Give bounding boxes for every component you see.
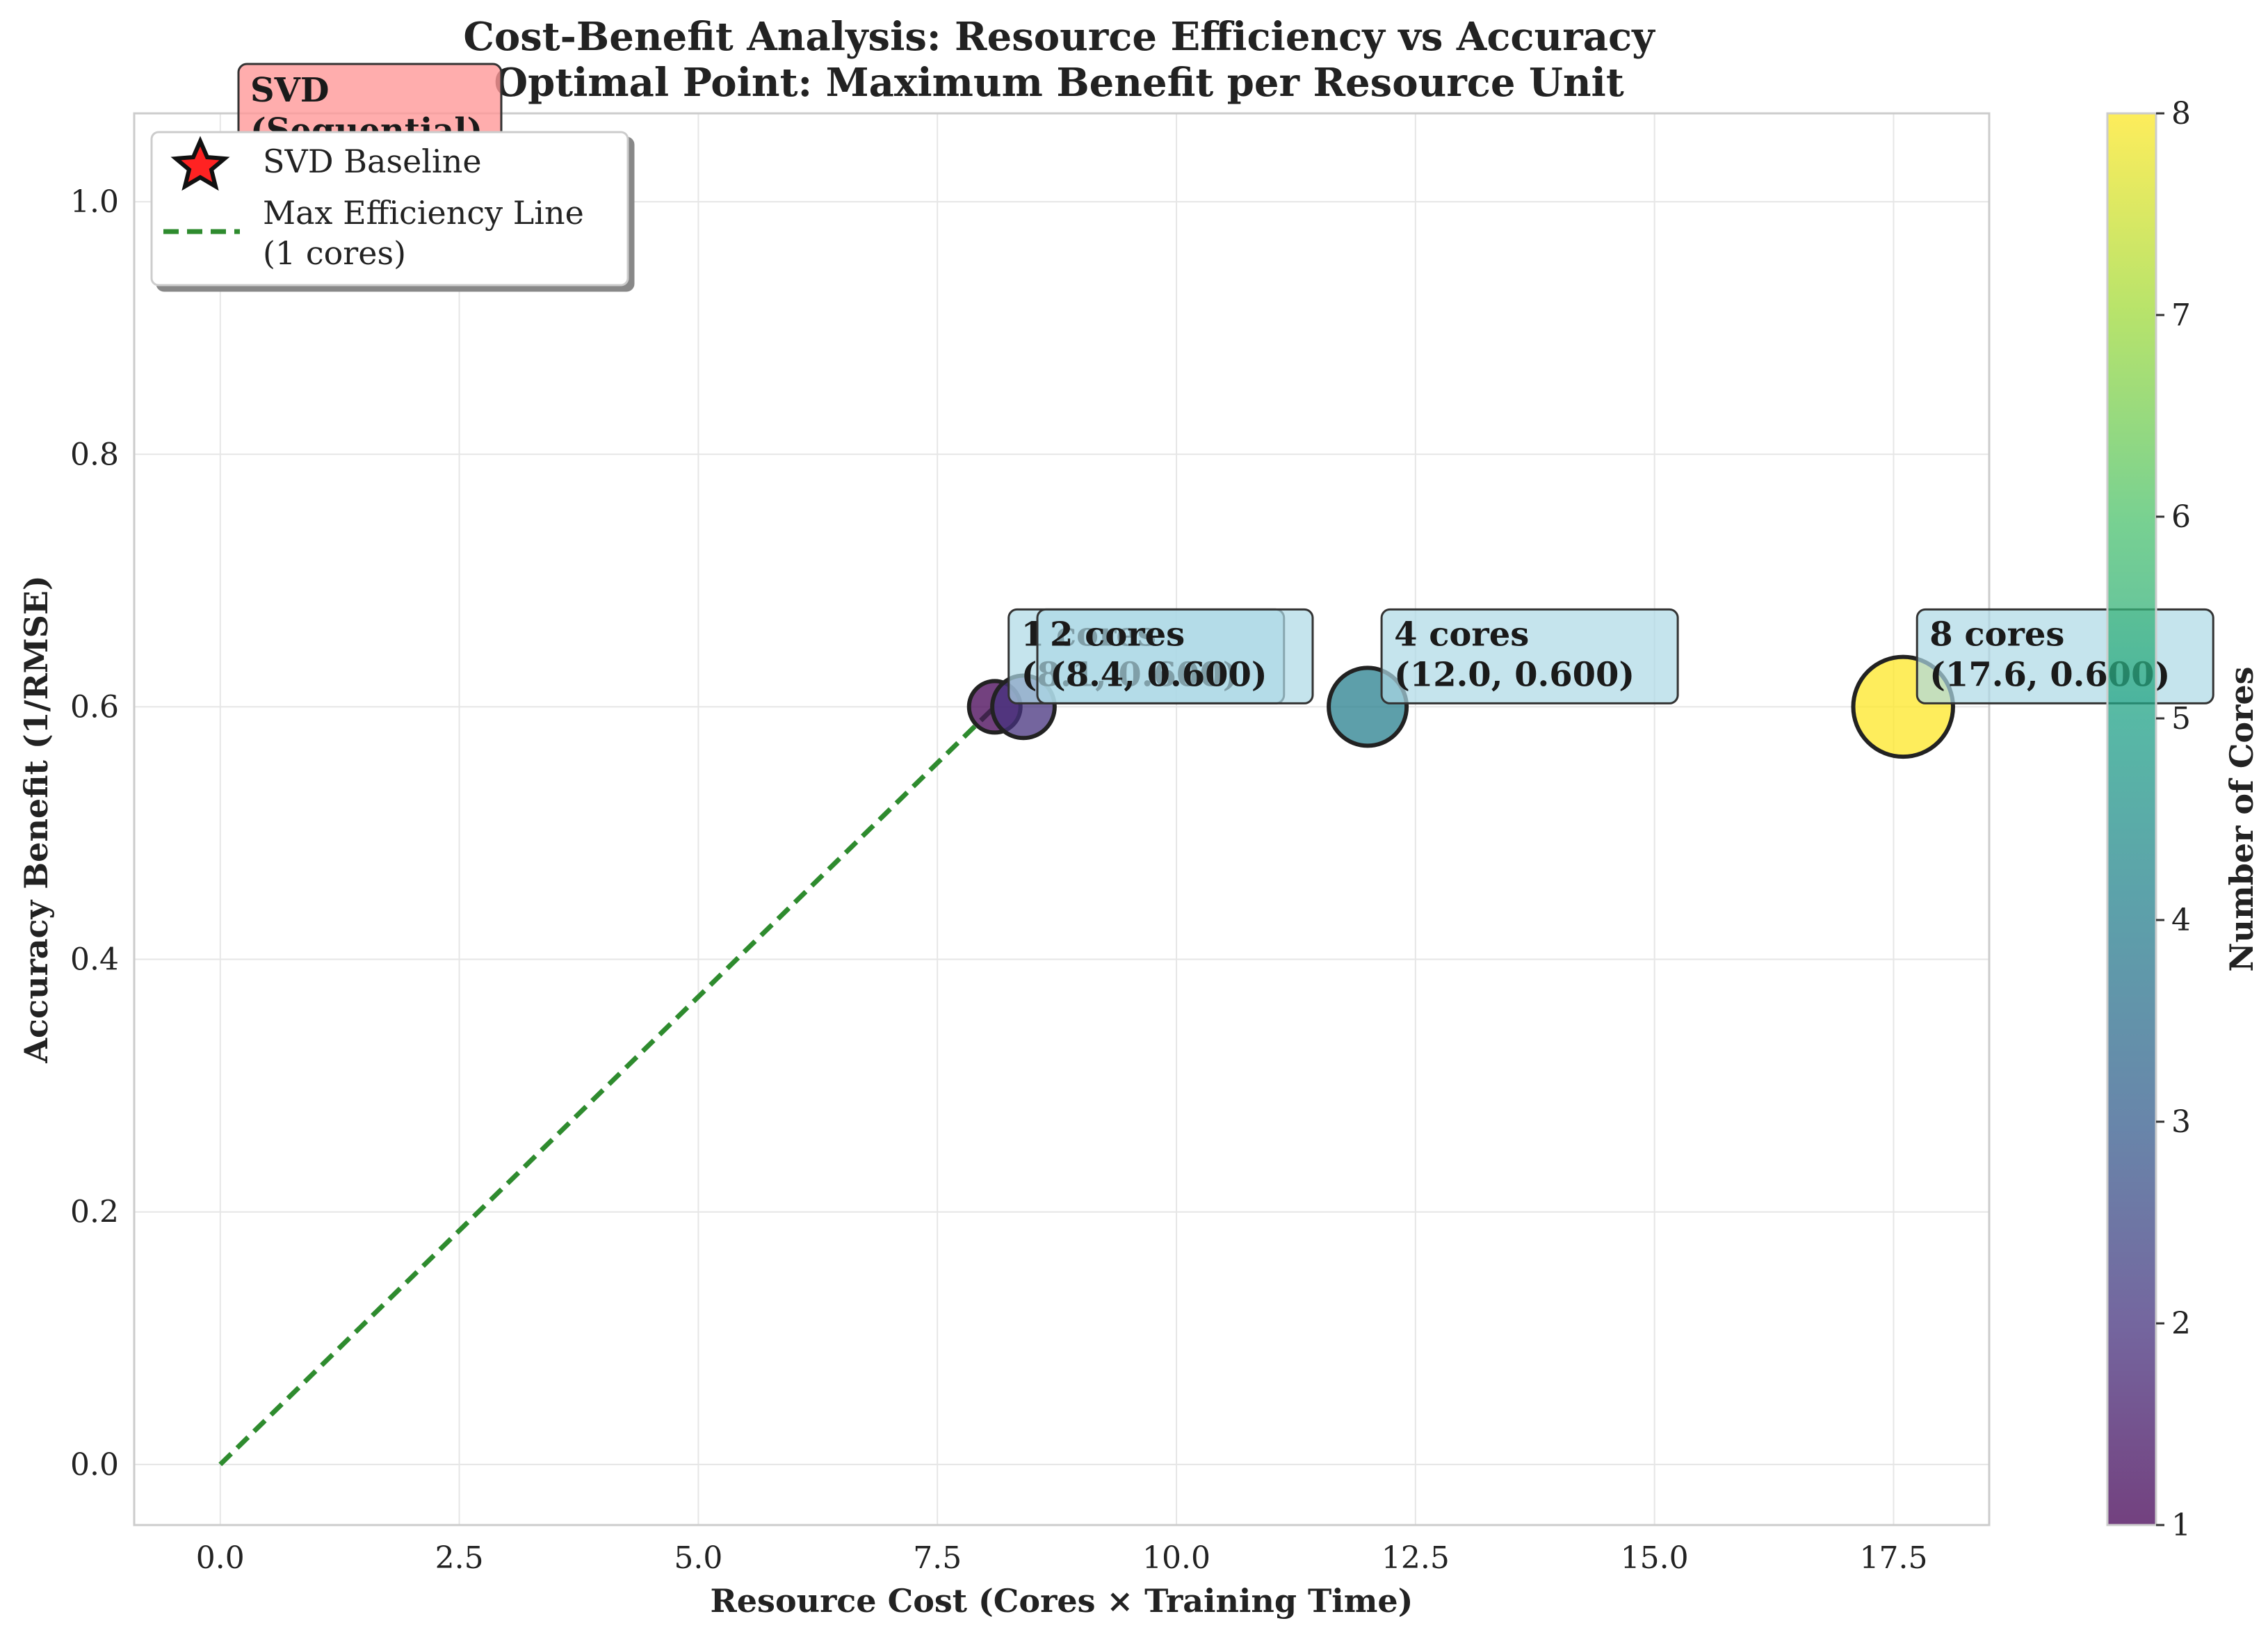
colorbar-gradient xyxy=(2106,112,2157,1526)
point-annotation-coords: (12.0, 0.600) xyxy=(1394,655,1635,694)
colorbar-tick-label: 7 xyxy=(2171,298,2191,333)
x-tick-label: 17.5 xyxy=(1859,1540,1927,1576)
legend-efficiency-label-line2: (1 cores) xyxy=(263,234,406,272)
legend: SVD Baseline Max Efficiency Line (1 core… xyxy=(150,131,629,287)
colorbar-tick-label: 1 xyxy=(2171,1508,2191,1543)
baseline-annotation-line1: SVD xyxy=(250,71,330,110)
point-annotation-label: 2 cores xyxy=(1050,615,1185,654)
x-tick-label: 7.5 xyxy=(913,1540,962,1576)
colorbar-tick-label: 8 xyxy=(2171,96,2191,131)
plot-background xyxy=(134,113,1989,1525)
colorbar-label: Number of Cores xyxy=(2223,666,2260,971)
point-annotation-box xyxy=(1380,608,1679,704)
legend-baseline-label: SVD Baseline xyxy=(263,143,482,180)
point-annotation-label: 4 cores xyxy=(1394,615,1529,654)
x-tick-label: 10.0 xyxy=(1142,1540,1210,1576)
point-annotation-box xyxy=(1036,608,1314,704)
x-axis-label: Resource Cost (Cores × Training Time) xyxy=(711,1582,1414,1620)
efficiency-line-layer xyxy=(218,704,997,1467)
colorbar-tick-label: 2 xyxy=(2171,1306,2191,1341)
colorbar-tick-label: 4 xyxy=(2171,903,2191,938)
y-tick-label: 0.8 xyxy=(70,437,119,472)
x-tick-label: 12.5 xyxy=(1382,1540,1450,1576)
point-annotation-coords: (8.4, 0.600) xyxy=(1050,655,1267,694)
x-tick-label: 2.5 xyxy=(435,1540,484,1576)
colorbar: 1 2 3 4 5 6 7 8 Number of Cores xyxy=(2106,96,2260,1543)
y-axis-ticks: 0.0 0.2 0.4 0.6 0.8 1.0 xyxy=(70,184,119,1483)
legend-efficiency-label: Max Efficiency Line xyxy=(263,194,584,232)
y-tick-label: 0.4 xyxy=(70,942,119,978)
grid-lines xyxy=(134,113,1989,1525)
x-axis-ticks: 0.0 2.5 5.0 7.5 10.0 12.5 15.0 17.5 xyxy=(196,1540,1928,1576)
y-tick-label: 1.0 xyxy=(70,184,119,220)
plot-frame xyxy=(133,112,1991,1526)
chart-subtitle: Optimal Point: Maximum Benefit per Resou… xyxy=(494,60,1624,106)
colorbar-tick-label: 6 xyxy=(2171,499,2191,535)
point-annotation-label: 8 cores xyxy=(1929,615,2064,654)
legend-box xyxy=(150,131,629,287)
y-tick-label: 0.6 xyxy=(70,689,119,725)
chart-title: Cost-Benefit Analysis: Resource Efficien… xyxy=(463,14,1655,60)
x-tick-label: 5.0 xyxy=(674,1540,722,1576)
legend-star-icon xyxy=(170,136,230,191)
colorbar-ticks: 1 2 3 4 5 6 7 8 xyxy=(2156,96,2191,1543)
colorbar-tick-label: 5 xyxy=(2171,701,2191,736)
plot-area: 1 cores(8.1, 0.600)2 cores(8.4, 0.600)4 … xyxy=(133,112,2214,1526)
y-tick-label: 0.0 xyxy=(70,1447,119,1483)
y-axis-label: Accuracy Benefit (1/RMSE) xyxy=(17,575,55,1063)
efficiency-line xyxy=(218,704,997,1467)
x-tick-label: 0.0 xyxy=(196,1540,245,1576)
colorbar-tick-label: 3 xyxy=(2171,1104,2191,1140)
annotations-layer: 1 cores(8.1, 0.600)2 cores(8.4, 0.600)4 … xyxy=(1007,608,2214,704)
x-tick-label: 15.0 xyxy=(1621,1540,1689,1576)
y-tick-label: 0.2 xyxy=(70,1195,119,1230)
